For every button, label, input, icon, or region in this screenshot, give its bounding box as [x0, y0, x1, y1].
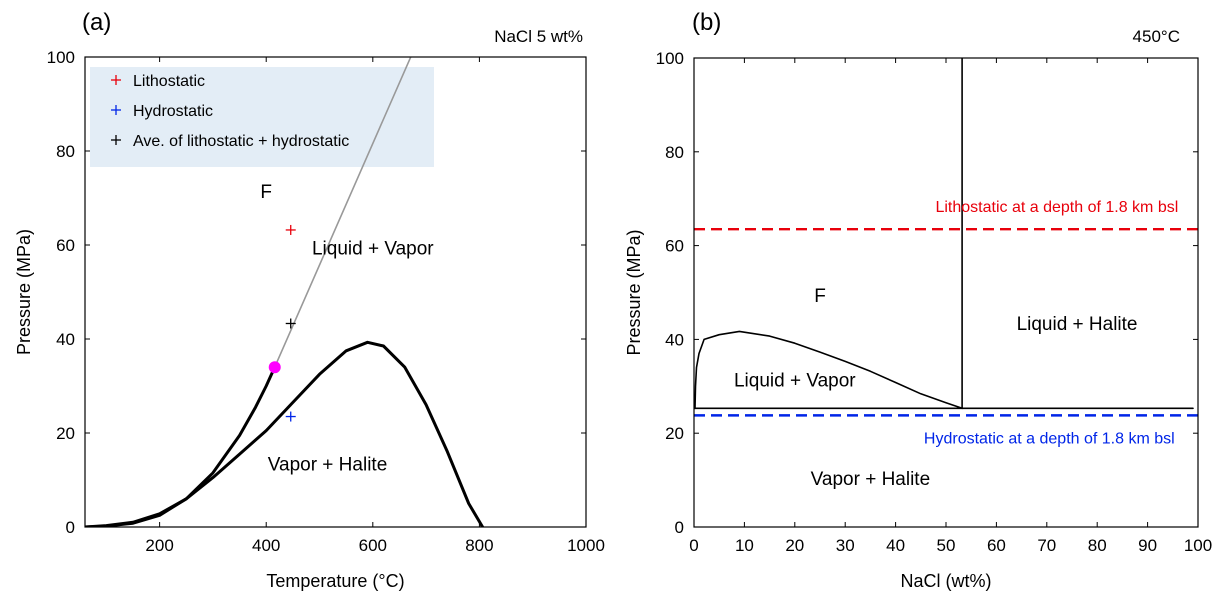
corner-label: 450°C: [1133, 27, 1180, 46]
legend-background: [90, 67, 434, 167]
x-tick-label-4: 1000: [567, 536, 605, 555]
legend: Lithostatic Hydrostatic Ave. of lithostati…: [90, 67, 434, 167]
data-layer: [694, 58, 1198, 417]
series-line-2: [273, 57, 412, 369]
y-tick-label-2: 40: [665, 330, 684, 349]
x-tick-label-5: 50: [937, 536, 956, 555]
y-tick-label-1: 20: [56, 424, 75, 443]
y-tick-label-0: 0: [66, 518, 75, 537]
x-tick-label-4: 40: [886, 536, 905, 555]
x-tick-label-8: 80: [1088, 536, 1107, 555]
dashed-line-label-1: Hydrostatic at a depth of 1.8 km bsl: [924, 431, 1175, 448]
y-tick-label-0: 0: [675, 518, 684, 537]
region-label-2: Vapor + Halite: [268, 455, 388, 476]
region-label-1: Liquid + Halite: [1017, 314, 1138, 335]
series-line-0: [694, 330, 963, 410]
y-tick-label-3: 60: [665, 237, 684, 256]
panel-tag: (b): [692, 9, 721, 36]
x-tick-label-1: 400: [252, 536, 280, 555]
x-tick-label-3: 800: [465, 536, 493, 555]
y-tick-label-2: 40: [56, 330, 75, 349]
panel-a: Lithostatic Hydrostatic Ave. of lithostati…: [14, 9, 605, 591]
dashed-line-label-0: Lithostatic at a depth of 1.8 km bsl: [935, 199, 1178, 216]
y-tick-label-5: 100: [656, 49, 684, 68]
x-tick-label-2: 600: [359, 536, 387, 555]
x-tick-label-6: 60: [987, 536, 1006, 555]
panel-b: Lithostatic at a depth of 1.8 km bsl Hydr…: [624, 9, 1212, 591]
region-label-0: F: [814, 286, 826, 307]
y-tick-label-5: 100: [47, 48, 75, 67]
point-circle-3: [268, 361, 281, 374]
corner-label: NaCl 5 wt%: [494, 27, 583, 46]
data-layer: [85, 57, 485, 527]
plot-frame: [693, 57, 1199, 528]
region-label-2: Liquid + Vapor: [734, 370, 856, 391]
region-label-0: F: [260, 182, 272, 203]
x-axis-title: NaCl (wt%): [900, 571, 991, 591]
x-tick-label-3: 30: [836, 536, 855, 555]
region-label-3: Vapor + Halite: [811, 469, 931, 490]
series-line-1: [85, 340, 485, 527]
y-axis-title: Pressure (MPa): [14, 229, 34, 355]
panel-tag: (a): [82, 9, 111, 36]
y-tick-label-4: 80: [665, 143, 684, 162]
legend-label-2: Ave. of lithostatic + hydrostatic: [133, 133, 349, 150]
y-tick-label-3: 60: [56, 236, 75, 255]
y-axis-title: Pressure (MPa): [624, 229, 644, 355]
region-label-1: Liquid + Vapor: [312, 238, 434, 259]
x-axis-title: Temperature (°C): [266, 571, 404, 591]
x-tick-label-7: 70: [1037, 536, 1056, 555]
x-tick-label-1: 10: [735, 536, 754, 555]
x-tick-label-2: 20: [785, 536, 804, 555]
y-tick-label-4: 80: [56, 142, 75, 161]
x-tick-label-9: 90: [1138, 536, 1157, 555]
x-tick-label-10: 100: [1184, 536, 1212, 555]
plot-frame: [84, 56, 587, 528]
legend-label-0: Lithostatic: [133, 73, 205, 90]
legend-label-1: Hydrostatic: [133, 103, 213, 120]
x-tick-label-0: 0: [689, 536, 698, 555]
x-tick-label-0: 200: [145, 536, 173, 555]
y-tick-label-1: 20: [665, 424, 684, 443]
